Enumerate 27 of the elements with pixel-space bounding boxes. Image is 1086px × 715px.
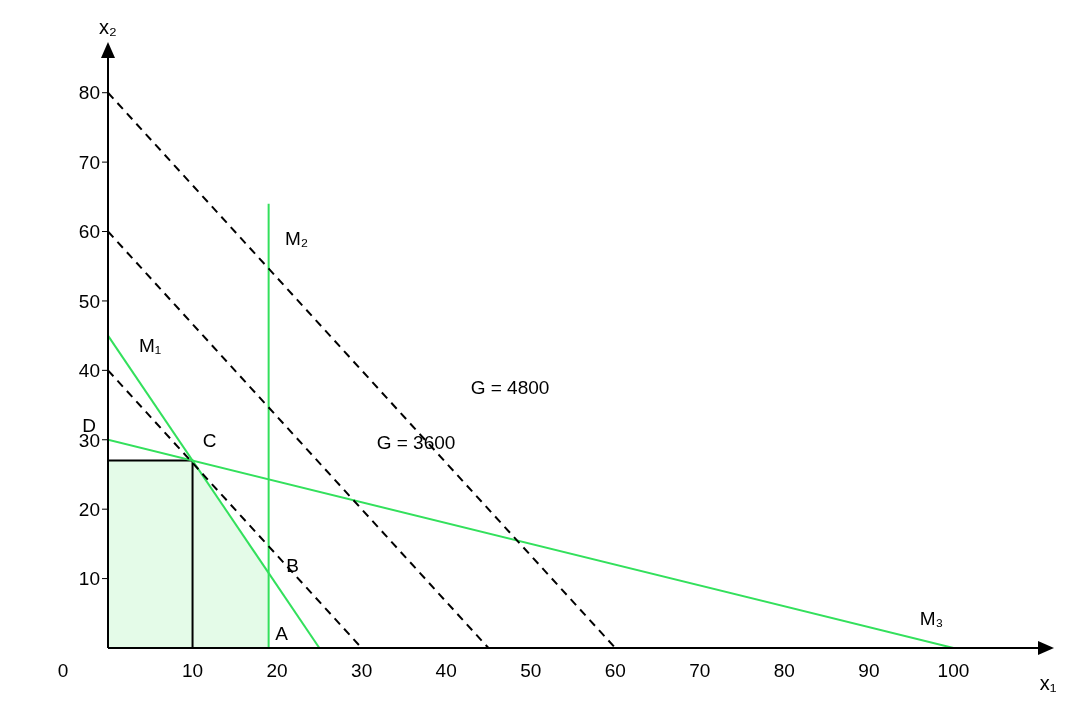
y-axis-title: x₂ xyxy=(99,16,117,38)
y-tick-label: 60 xyxy=(78,221,100,243)
x-tick-label: 60 xyxy=(604,660,626,682)
y-tick-label: 50 xyxy=(78,290,100,312)
text: 0 xyxy=(57,659,69,681)
x-tick-label: 30 xyxy=(351,660,373,682)
y-tick-label: 20 xyxy=(78,498,100,520)
annotation: A xyxy=(275,622,289,644)
x-tick-label: 100 xyxy=(937,660,970,682)
x-tick-label: 10 xyxy=(181,660,204,682)
x-axis-title: x₁ xyxy=(1039,672,1057,694)
y-tick-label: 70 xyxy=(78,151,100,173)
annotation: G = 4800 xyxy=(470,376,550,398)
x-tick-label: 90 xyxy=(858,660,880,682)
y-tick-label: 80 xyxy=(78,82,100,104)
x-tick-label: 20 xyxy=(266,660,288,682)
annotation: M₁ xyxy=(138,335,162,357)
annotation: M₃ xyxy=(919,607,944,629)
x-tick-label: 70 xyxy=(689,660,711,682)
y-tick-label: 10 xyxy=(78,568,100,590)
annotation: G = 3600 xyxy=(376,431,456,453)
y-tick-label: 40 xyxy=(78,360,100,382)
annotation: C xyxy=(202,430,217,452)
x-tick-label: 80 xyxy=(773,660,795,682)
annotation: M₂ xyxy=(285,228,309,250)
x-tick-label: 50 xyxy=(520,660,542,682)
x-tick-label: 40 xyxy=(435,660,457,682)
